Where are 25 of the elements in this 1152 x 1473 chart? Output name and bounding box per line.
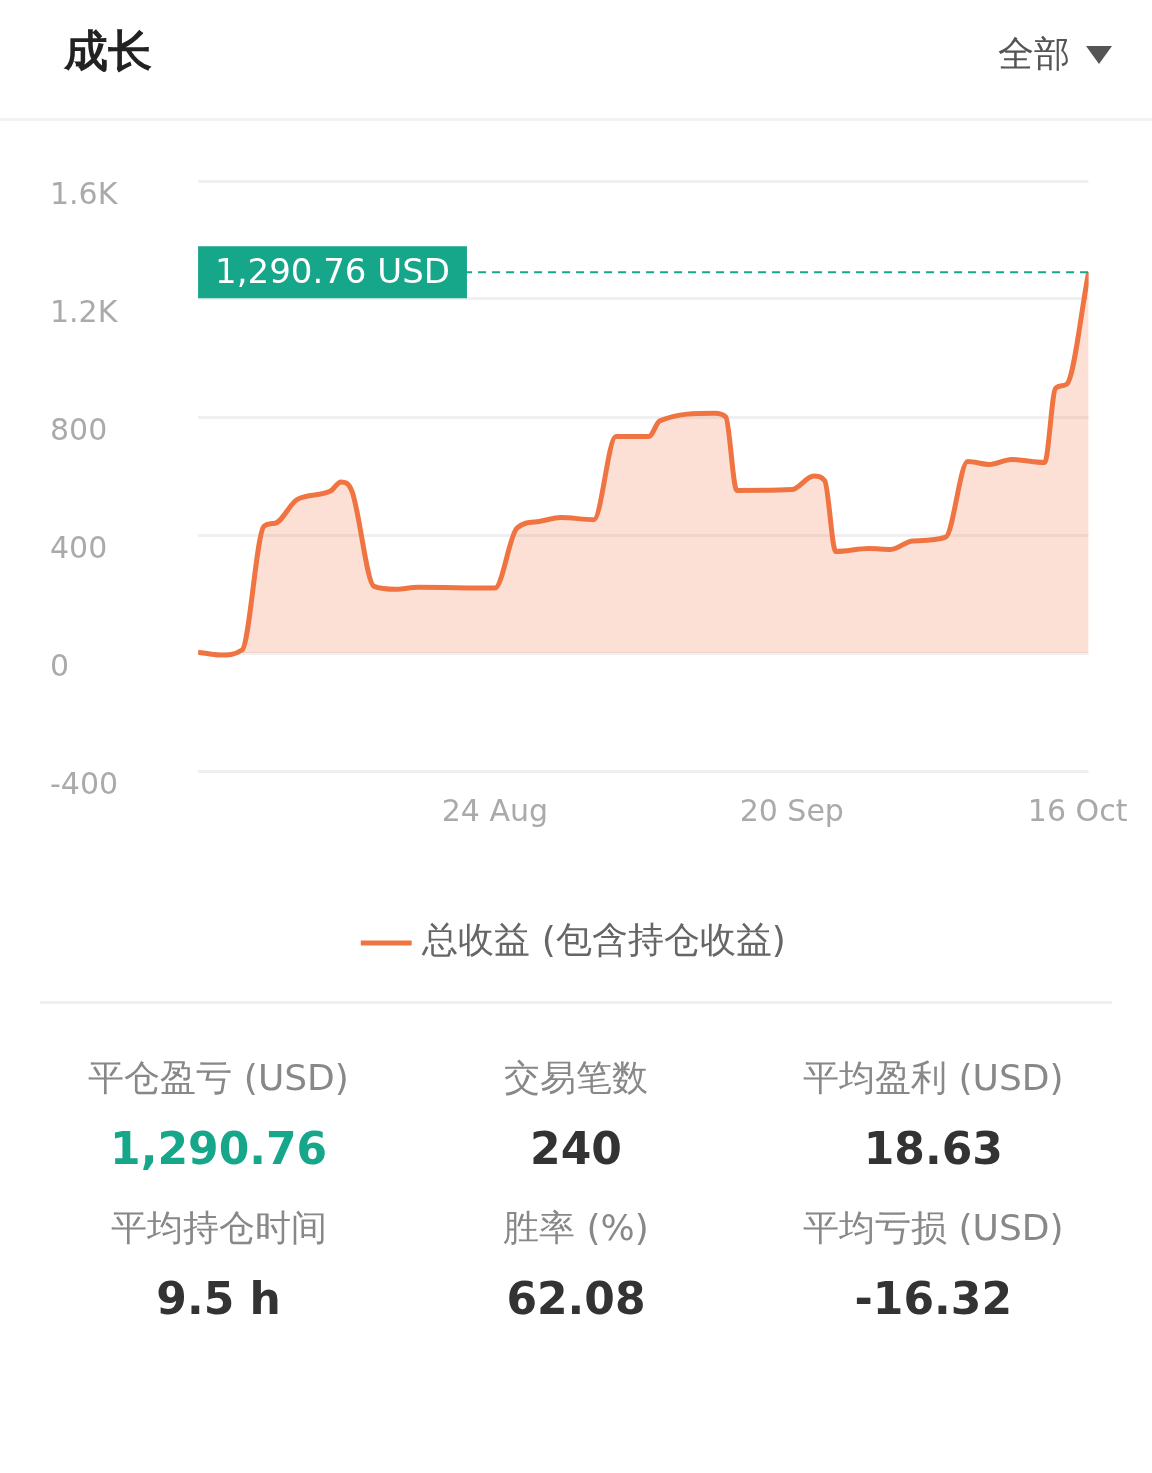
chart-title: 成长	[64, 24, 152, 78]
text: 平均持仓时间	[109, 1206, 328, 1250]
text: 平均亏损 (USD)	[802, 1206, 1065, 1250]
x-tick-label: 24 Aug	[441, 792, 549, 828]
ref-line-label: 1,290.76 USD	[215, 251, 450, 292]
text: 平仓盈亏 (USD)	[87, 1056, 350, 1100]
y-tick-label: 800	[50, 411, 108, 447]
legend-label: 总收益 (包含持仓收益)	[421, 919, 786, 961]
text: 18.63	[862, 1123, 1004, 1174]
text: 62.08	[505, 1273, 647, 1324]
text: 全部	[998, 32, 1070, 76]
text: 平均盈利 (USD)	[802, 1056, 1065, 1100]
y-tick-label: -400	[50, 765, 119, 801]
x-tick-label: 20 Sep	[739, 792, 844, 828]
text: 胜率 (%)	[502, 1206, 650, 1250]
text: 9.5 h	[155, 1273, 282, 1324]
y-tick-label: 1.6K	[50, 175, 119, 211]
y-tick-label: 0	[50, 647, 70, 683]
y-tick-label: 1.2K	[50, 293, 119, 329]
text: 交易笔数	[503, 1056, 649, 1100]
text: 1,290.76	[109, 1123, 329, 1174]
text: 240	[529, 1123, 623, 1174]
text: -16.32	[853, 1273, 1014, 1324]
x-tick-label: 16 Oct	[1027, 792, 1128, 828]
y-tick-label: 400	[50, 529, 108, 565]
